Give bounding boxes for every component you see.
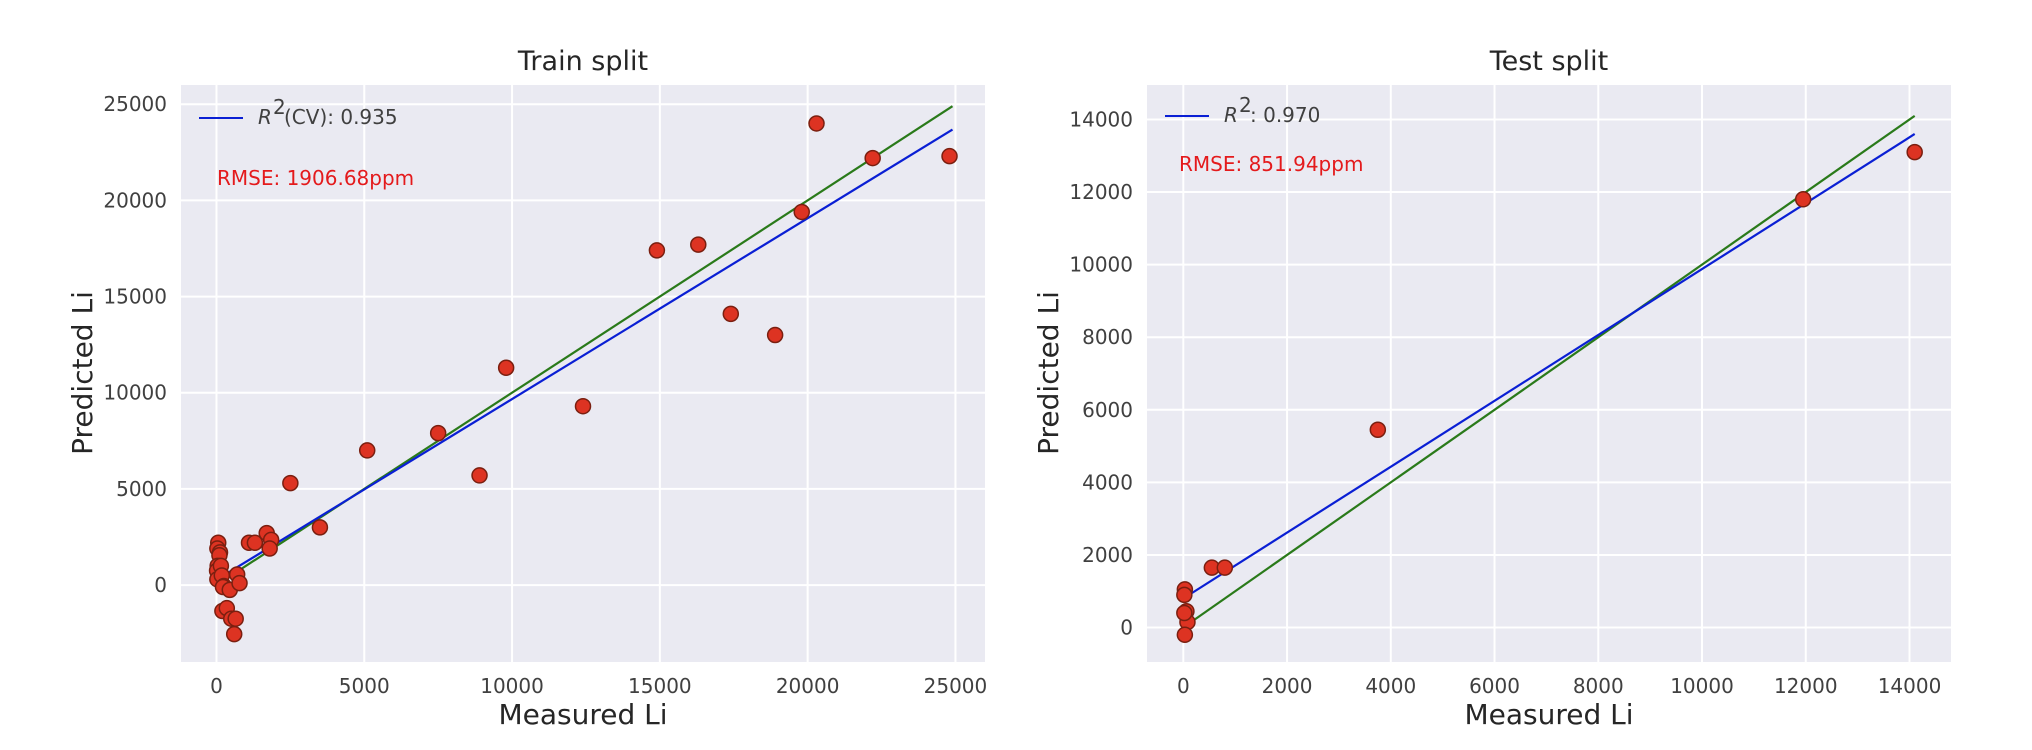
- train-y-tick-label: 5000: [116, 477, 167, 501]
- train-data-point: [246, 534, 264, 552]
- test-data-points: [1176, 143, 1923, 644]
- train-x-tick-labels: 0 5000 10000 15000 20000 25000: [210, 674, 987, 698]
- test-y-tick-label: 6000: [1082, 398, 1133, 422]
- train-y-tick-label: 10000: [103, 381, 167, 405]
- train-data-point: [231, 574, 248, 592]
- test-x-tick-label: 6000: [1469, 674, 1520, 698]
- test-x-tick-label: 8000: [1573, 674, 1624, 698]
- train-y-axis-label: Predicted Li: [66, 291, 99, 455]
- train-data-point: [766, 326, 784, 344]
- test-x-tick-labels: 0 2000 4000 6000 8000 10000 12000 14000: [1177, 674, 1941, 698]
- test-y-tick-labels: 0 2000 4000 6000 8000 10000 12000 14000: [1069, 107, 1133, 639]
- test-data-point: [1369, 421, 1387, 438]
- test-x-tick-label: 2000: [1262, 674, 1313, 698]
- test-split-panel: 0 2000 4000 6000 8000 10000 12000 14000 0 2000 40…: [1032, 46, 1951, 731]
- train-y-tick-label: 0: [154, 573, 167, 597]
- train-plot-area: [181, 85, 985, 662]
- test-legend-label: : 0.970: [1250, 103, 1320, 127]
- test-gridlines: [1147, 85, 1951, 662]
- train-data-point: [311, 519, 329, 536]
- train-legend-label: (CV): 0.935: [284, 105, 398, 129]
- train-data-point: [282, 474, 299, 492]
- train-chart-title: Train split: [517, 46, 648, 77]
- train-data-point: [574, 397, 592, 415]
- test-data-point: [1176, 604, 1193, 622]
- test-x-tick-label: 0: [1177, 674, 1190, 698]
- train-y-tick-label: 25000: [103, 92, 167, 116]
- train-data-points: [208, 115, 958, 643]
- train-data-point: [225, 625, 243, 643]
- test-legend-r2-superscript: 2: [1239, 93, 1252, 117]
- test-y-tick-label: 0: [1120, 616, 1133, 640]
- train-data-point: [793, 203, 810, 221]
- test-y-tick-label: 2000: [1082, 543, 1133, 567]
- train-split-panel: 0 5000 10000 15000 20000 25000 0 5000 10000 1500…: [66, 46, 987, 731]
- test-data-point: [1906, 143, 1923, 161]
- test-y-tick-label: 12000: [1069, 180, 1133, 204]
- train-lines: [215, 105, 954, 586]
- train-x-tick-label: 0: [210, 674, 223, 698]
- test-lines: [1182, 114, 1916, 629]
- train-data-point: [497, 359, 515, 376]
- train-x-axis-label: Measured Li: [498, 698, 667, 731]
- test-chart-title: Test split: [1489, 46, 1609, 77]
- train-data-point: [227, 610, 244, 627]
- train-y-tick-labels: 0 5000 10000 15000 20000 25000: [103, 92, 167, 597]
- train-y-tick-label: 15000: [103, 285, 167, 309]
- train-rmse-annotation: RMSE: 1906.68ppm: [217, 166, 414, 190]
- test-data-point: [1216, 559, 1234, 576]
- test-y-tick-label: 14000: [1069, 107, 1133, 131]
- test-y-tick-label: 8000: [1082, 325, 1133, 349]
- test-x-tick-label: 14000: [1878, 674, 1942, 698]
- test-y-tick-label: 4000: [1082, 470, 1133, 494]
- train-data-point: [648, 242, 666, 259]
- test-y-tick-label: 10000: [1069, 253, 1133, 277]
- test-identity-line: [1182, 114, 1916, 629]
- train-x-tick-label: 15000: [628, 674, 692, 698]
- test-rmse-annotation: RMSE: 851.94ppm: [1179, 152, 1363, 176]
- train-data-point: [690, 236, 707, 253]
- test-y-axis-label: Predicted Li: [1032, 291, 1065, 455]
- test-x-tick-label: 12000: [1774, 674, 1838, 698]
- test-data-point: [1794, 191, 1812, 208]
- train-data-point: [429, 424, 447, 442]
- test-x-tick-label: 4000: [1365, 674, 1416, 698]
- train-data-point: [941, 147, 958, 165]
- train-x-tick-label: 20000: [776, 674, 840, 698]
- test-fit-line: [1182, 133, 1916, 600]
- train-data-point: [808, 115, 825, 132]
- test-data-point: [1176, 626, 1194, 644]
- test-x-axis-label: Measured Li: [1464, 698, 1633, 731]
- train-x-tick-label: 10000: [480, 674, 544, 698]
- train-data-point: [722, 305, 740, 323]
- train-data-point: [864, 149, 881, 167]
- train-gridlines: [181, 85, 985, 662]
- train-data-point: [358, 442, 376, 459]
- train-data-point: [471, 467, 488, 484]
- train-fit-line: [215, 128, 954, 581]
- train-y-tick-label: 20000: [103, 188, 167, 212]
- train-x-tick-label: 5000: [339, 674, 390, 698]
- train-legend-r2-symbol: R: [258, 105, 272, 129]
- test-plot-area: [1147, 85, 1951, 662]
- train-x-tick-label: 25000: [924, 674, 988, 698]
- train-legend-r2-superscript: 2: [273, 95, 286, 119]
- test-legend-r2-symbol: R: [1224, 103, 1238, 127]
- test-x-tick-label: 10000: [1670, 674, 1734, 698]
- train-data-point: [261, 540, 278, 557]
- test-data-point: [1176, 586, 1193, 604]
